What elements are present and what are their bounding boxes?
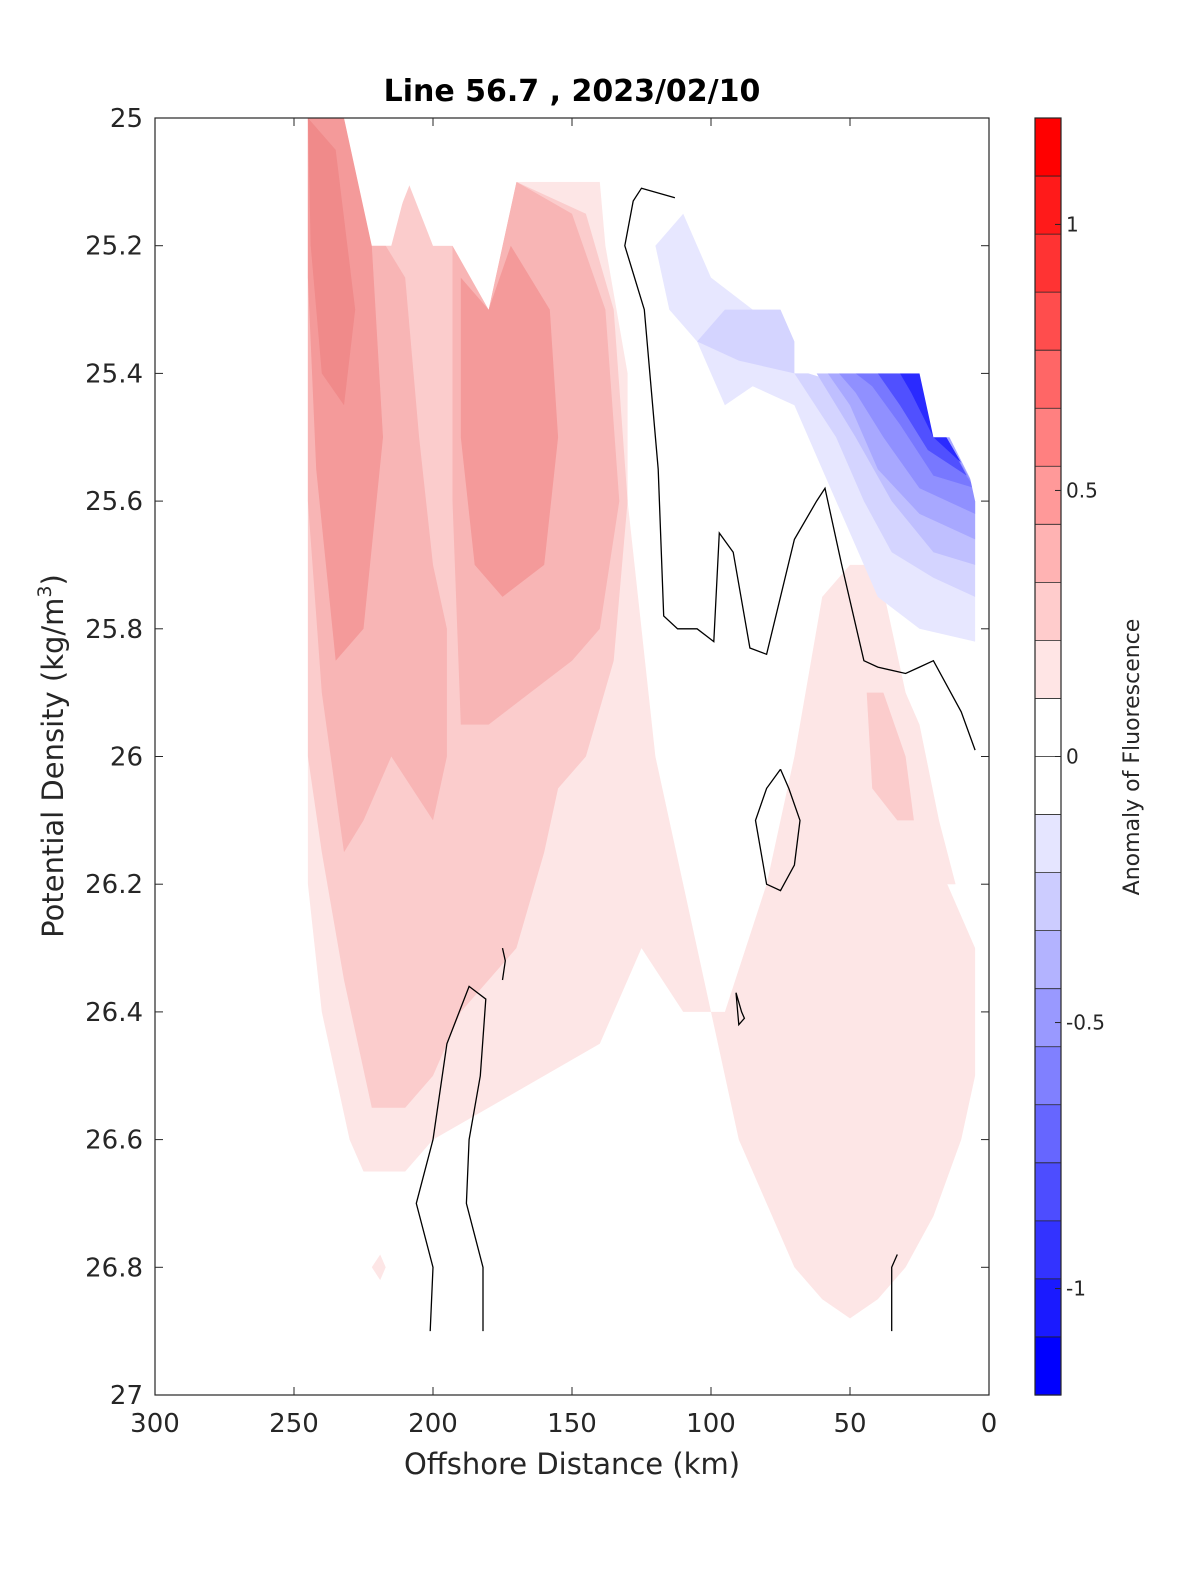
x-tick-label: 200 xyxy=(408,1409,458,1439)
colorbar-swatch xyxy=(1035,930,1061,990)
chart-title: Line 56.7 , 2023/02/10 xyxy=(384,74,761,109)
colorbar-swatch xyxy=(1035,814,1061,874)
colorbar-tick-label: -0.5 xyxy=(1066,1011,1105,1035)
x-axis: 300 250 200 150 100 50 0 xyxy=(130,118,997,1439)
outcrop-mask-2 xyxy=(794,118,809,374)
contour-region-14 xyxy=(838,373,976,514)
y-tick-label: 26.6 xyxy=(85,1126,143,1156)
contour-region-5 xyxy=(460,245,559,597)
y-tick-label: 26 xyxy=(110,743,143,773)
colorbar-swatch xyxy=(1035,1220,1061,1280)
colorbar: 1 0.5 0 -0.5 -1 xyxy=(1034,117,1105,1396)
colorbar-swatch xyxy=(1035,1162,1061,1222)
colorbar-swatch xyxy=(1035,466,1061,525)
colorbar-swatch xyxy=(1035,524,1061,583)
contour-region-16 xyxy=(877,373,967,476)
x-tick-label: 50 xyxy=(833,1409,866,1439)
colorbar-swatch xyxy=(1035,698,1061,758)
y-tick-label: 25.8 xyxy=(85,615,143,645)
zero-contour-1 xyxy=(754,768,801,892)
x-tick-label: 0 xyxy=(981,1409,998,1439)
colorbar-label: Anomaly of Fluorescence xyxy=(1120,619,1145,896)
y-tick-label: 26.2 xyxy=(85,870,143,900)
x-tick-label: 150 xyxy=(547,1409,597,1439)
colorbar-swatch xyxy=(1035,176,1061,235)
colorbar-swatch xyxy=(1035,1336,1061,1396)
zero-contour-lines xyxy=(415,187,976,1332)
outcrop-mask-1 xyxy=(808,118,989,502)
colorbar-swatch xyxy=(1035,1278,1061,1338)
y-tick-label: 26.8 xyxy=(85,1253,143,1283)
contour-region-6 xyxy=(307,118,356,406)
colorbar-swatch xyxy=(1035,640,1061,700)
y-axis-label-main: Potential Density (kg/m xyxy=(36,598,70,938)
y-axis-label-superscript: 3 xyxy=(34,585,56,597)
colorbar-swatch xyxy=(1035,872,1061,932)
colorbar-swatch xyxy=(1035,408,1061,467)
x-tick-label: 300 xyxy=(130,1409,180,1439)
y-tick-label: 25.6 xyxy=(85,487,143,517)
y-tick-label: 25 xyxy=(110,104,143,134)
colorbar-tick-label: -1 xyxy=(1066,1277,1086,1301)
zero-contour-2 xyxy=(501,947,506,981)
colorbar-swatch xyxy=(1035,756,1061,816)
y-axis-label-close: ) xyxy=(36,574,70,585)
colorbar-swatch xyxy=(1035,1104,1061,1164)
colorbar-swatch xyxy=(1035,582,1061,642)
outcrop-mask-0 xyxy=(344,118,600,310)
outcrop-masks xyxy=(344,118,989,502)
zero-contour-4 xyxy=(415,985,487,1332)
contour-region-11 xyxy=(697,309,976,597)
y-axis: 25 25.2 25.4 25.6 25.8 26 26.2 26.4 26.6 26.8 27 xyxy=(85,104,989,1411)
contour-region-9 xyxy=(371,1254,386,1281)
plot-area xyxy=(155,118,989,1395)
colorbar-swatch xyxy=(1035,350,1061,409)
zero-contour-5 xyxy=(891,1254,898,1332)
y-tick-label: 25.2 xyxy=(85,232,143,262)
colorbar-tick-label: 1 xyxy=(1066,212,1079,236)
colorbar-swatch xyxy=(1035,1046,1061,1106)
colorbar-swatch xyxy=(1035,118,1061,177)
colorbar-tick-label: 0.5 xyxy=(1066,478,1098,502)
zero-contour-3 xyxy=(735,992,746,1027)
colorbar-swatch xyxy=(1035,234,1061,293)
y-tick-label: 26.4 xyxy=(85,998,143,1028)
y-axis-label: Potential Density (kg/m3) xyxy=(34,574,70,938)
x-axis-label: Offshore Distance (km) xyxy=(404,1447,740,1481)
y-tick-label: 27 xyxy=(110,1381,143,1411)
filled-contours xyxy=(307,118,976,1319)
colorbar-tick-label: 0 xyxy=(1066,745,1079,769)
colorbar-swatch xyxy=(1035,988,1061,1048)
colorbar-swatch xyxy=(1035,292,1061,351)
zero-contour-0 xyxy=(624,187,976,751)
x-tick-label: 250 xyxy=(269,1409,319,1439)
x-tick-label: 100 xyxy=(686,1409,736,1439)
contour-region-8 xyxy=(866,692,914,821)
y-tick-label: 25.4 xyxy=(85,359,143,389)
